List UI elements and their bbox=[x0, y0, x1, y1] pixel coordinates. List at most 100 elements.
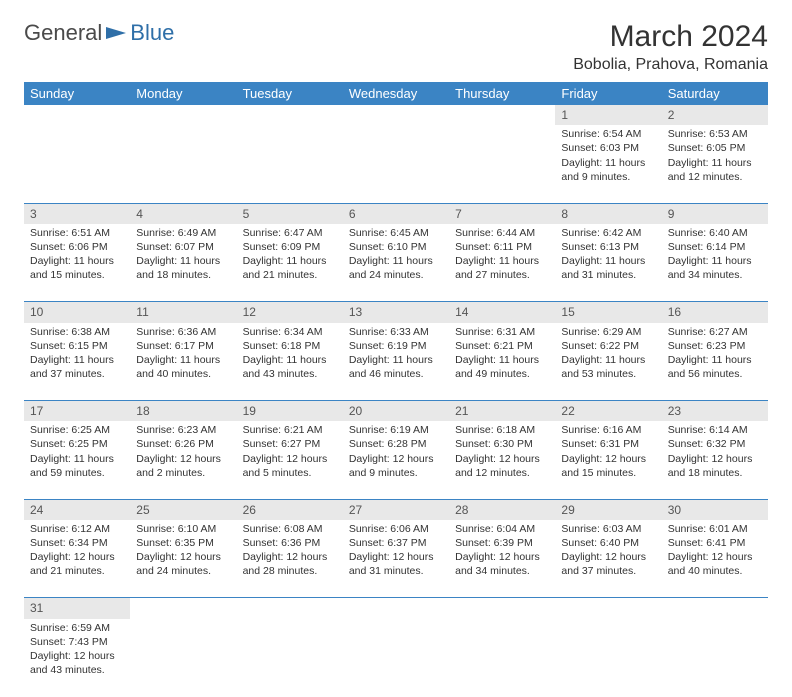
day-cell-content: Sunrise: 6:47 AMSunset: 6:09 PMDaylight:… bbox=[237, 224, 343, 287]
sunrise-text: Sunrise: 6:01 AM bbox=[668, 522, 762, 536]
weekday-row: SundayMondayTuesdayWednesdayThursdayFrid… bbox=[24, 82, 768, 105]
sunset-text: Sunset: 7:43 PM bbox=[30, 635, 124, 649]
flag-icon bbox=[106, 25, 128, 41]
day-cell: Sunrise: 6:04 AMSunset: 6:39 PMDaylight:… bbox=[449, 520, 555, 598]
sunrise-text: Sunrise: 6:34 AM bbox=[243, 325, 337, 339]
day-cell-content: Sunrise: 6:19 AMSunset: 6:28 PMDaylight:… bbox=[343, 421, 449, 484]
day-cell-content: Sunrise: 6:53 AMSunset: 6:05 PMDaylight:… bbox=[662, 125, 768, 188]
daylight-text: Daylight: 12 hours and 21 minutes. bbox=[30, 550, 124, 578]
day-number-cell: 4 bbox=[130, 203, 236, 224]
sunrise-text: Sunrise: 6:33 AM bbox=[349, 325, 443, 339]
day-number-cell: 31 bbox=[24, 598, 130, 619]
sunset-text: Sunset: 6:13 PM bbox=[561, 240, 655, 254]
day-number-cell: 20 bbox=[343, 401, 449, 422]
day-cell: Sunrise: 6:23 AMSunset: 6:26 PMDaylight:… bbox=[130, 421, 236, 499]
day-number-cell: 25 bbox=[130, 499, 236, 520]
day-number-cell: 17 bbox=[24, 401, 130, 422]
sunrise-text: Sunrise: 6:38 AM bbox=[30, 325, 124, 339]
weekday-header: Friday bbox=[555, 82, 661, 105]
day-cell: Sunrise: 6:12 AMSunset: 6:34 PMDaylight:… bbox=[24, 520, 130, 598]
logo-general: General bbox=[24, 20, 102, 46]
sunrise-text: Sunrise: 6:47 AM bbox=[243, 226, 337, 240]
day-number-cell: 1 bbox=[555, 105, 661, 125]
sunrise-text: Sunrise: 6:44 AM bbox=[455, 226, 549, 240]
day-cell: Sunrise: 6:25 AMSunset: 6:25 PMDaylight:… bbox=[24, 421, 130, 499]
day-number-cell bbox=[343, 105, 449, 125]
day-cell bbox=[662, 619, 768, 697]
day-cell: Sunrise: 6:27 AMSunset: 6:23 PMDaylight:… bbox=[662, 323, 768, 401]
day-cell: Sunrise: 6:29 AMSunset: 6:22 PMDaylight:… bbox=[555, 323, 661, 401]
sunset-text: Sunset: 6:05 PM bbox=[668, 141, 762, 155]
day-cell: Sunrise: 6:31 AMSunset: 6:21 PMDaylight:… bbox=[449, 323, 555, 401]
sunrise-text: Sunrise: 6:42 AM bbox=[561, 226, 655, 240]
sunrise-text: Sunrise: 6:27 AM bbox=[668, 325, 762, 339]
sunset-text: Sunset: 6:30 PM bbox=[455, 437, 549, 451]
daylight-text: Daylight: 12 hours and 15 minutes. bbox=[561, 452, 655, 480]
day-number-cell bbox=[343, 598, 449, 619]
day-cell: Sunrise: 6:36 AMSunset: 6:17 PMDaylight:… bbox=[130, 323, 236, 401]
daylight-text: Daylight: 12 hours and 28 minutes. bbox=[243, 550, 337, 578]
day-cell: Sunrise: 6:42 AMSunset: 6:13 PMDaylight:… bbox=[555, 224, 661, 302]
sunrise-text: Sunrise: 6:49 AM bbox=[136, 226, 230, 240]
daylight-text: Daylight: 11 hours and 12 minutes. bbox=[668, 156, 762, 184]
sunset-text: Sunset: 6:41 PM bbox=[668, 536, 762, 550]
daynum-row: 31 bbox=[24, 598, 768, 619]
calendar-table: SundayMondayTuesdayWednesdayThursdayFrid… bbox=[24, 82, 768, 697]
day-cell: Sunrise: 6:51 AMSunset: 6:06 PMDaylight:… bbox=[24, 224, 130, 302]
day-number-cell: 6 bbox=[343, 203, 449, 224]
week-row: Sunrise: 6:12 AMSunset: 6:34 PMDaylight:… bbox=[24, 520, 768, 598]
sunrise-text: Sunrise: 6:51 AM bbox=[30, 226, 124, 240]
day-cell: Sunrise: 6:01 AMSunset: 6:41 PMDaylight:… bbox=[662, 520, 768, 598]
day-cell-content: Sunrise: 6:06 AMSunset: 6:37 PMDaylight:… bbox=[343, 520, 449, 583]
day-cell: Sunrise: 6:49 AMSunset: 6:07 PMDaylight:… bbox=[130, 224, 236, 302]
calendar-head: SundayMondayTuesdayWednesdayThursdayFrid… bbox=[24, 82, 768, 105]
day-cell: Sunrise: 6:08 AMSunset: 6:36 PMDaylight:… bbox=[237, 520, 343, 598]
day-number-cell bbox=[449, 598, 555, 619]
daylight-text: Daylight: 12 hours and 24 minutes. bbox=[136, 550, 230, 578]
day-cell: Sunrise: 6:47 AMSunset: 6:09 PMDaylight:… bbox=[237, 224, 343, 302]
week-row: Sunrise: 6:51 AMSunset: 6:06 PMDaylight:… bbox=[24, 224, 768, 302]
week-row: Sunrise: 6:38 AMSunset: 6:15 PMDaylight:… bbox=[24, 323, 768, 401]
day-number-cell: 5 bbox=[237, 203, 343, 224]
weekday-header: Wednesday bbox=[343, 82, 449, 105]
daynum-row: 3456789 bbox=[24, 203, 768, 224]
day-number-cell: 29 bbox=[555, 499, 661, 520]
sunset-text: Sunset: 6:34 PM bbox=[30, 536, 124, 550]
day-cell-content: Sunrise: 6:54 AMSunset: 6:03 PMDaylight:… bbox=[555, 125, 661, 188]
day-cell bbox=[237, 619, 343, 697]
daylight-text: Daylight: 11 hours and 37 minutes. bbox=[30, 353, 124, 381]
sunset-text: Sunset: 6:36 PM bbox=[243, 536, 337, 550]
daylight-text: Daylight: 11 hours and 46 minutes. bbox=[349, 353, 443, 381]
sunset-text: Sunset: 6:26 PM bbox=[136, 437, 230, 451]
daynum-row: 17181920212223 bbox=[24, 401, 768, 422]
sunrise-text: Sunrise: 6:21 AM bbox=[243, 423, 337, 437]
day-cell: Sunrise: 6:21 AMSunset: 6:27 PMDaylight:… bbox=[237, 421, 343, 499]
sunrise-text: Sunrise: 6:08 AM bbox=[243, 522, 337, 536]
sunrise-text: Sunrise: 6:29 AM bbox=[561, 325, 655, 339]
weekday-header: Saturday bbox=[662, 82, 768, 105]
day-number-cell: 24 bbox=[24, 499, 130, 520]
day-cell-content: Sunrise: 6:45 AMSunset: 6:10 PMDaylight:… bbox=[343, 224, 449, 287]
day-cell: Sunrise: 6:16 AMSunset: 6:31 PMDaylight:… bbox=[555, 421, 661, 499]
daylight-text: Daylight: 11 hours and 59 minutes. bbox=[30, 452, 124, 480]
day-cell: Sunrise: 6:10 AMSunset: 6:35 PMDaylight:… bbox=[130, 520, 236, 598]
day-number-cell bbox=[237, 598, 343, 619]
sunset-text: Sunset: 6:23 PM bbox=[668, 339, 762, 353]
day-number-cell: 12 bbox=[237, 302, 343, 323]
day-number-cell: 18 bbox=[130, 401, 236, 422]
daylight-text: Daylight: 11 hours and 43 minutes. bbox=[243, 353, 337, 381]
sunset-text: Sunset: 6:03 PM bbox=[561, 141, 655, 155]
day-cell-content: Sunrise: 6:27 AMSunset: 6:23 PMDaylight:… bbox=[662, 323, 768, 386]
week-row: Sunrise: 6:25 AMSunset: 6:25 PMDaylight:… bbox=[24, 421, 768, 499]
day-number-cell: 9 bbox=[662, 203, 768, 224]
day-number-cell: 30 bbox=[662, 499, 768, 520]
sunset-text: Sunset: 6:18 PM bbox=[243, 339, 337, 353]
sunset-text: Sunset: 6:25 PM bbox=[30, 437, 124, 451]
day-number-cell: 27 bbox=[343, 499, 449, 520]
sunrise-text: Sunrise: 6:59 AM bbox=[30, 621, 124, 635]
day-number-cell bbox=[662, 598, 768, 619]
daylight-text: Daylight: 12 hours and 40 minutes. bbox=[668, 550, 762, 578]
day-cell: Sunrise: 6:38 AMSunset: 6:15 PMDaylight:… bbox=[24, 323, 130, 401]
daynum-row: 12 bbox=[24, 105, 768, 125]
day-cell: Sunrise: 6:45 AMSunset: 6:10 PMDaylight:… bbox=[343, 224, 449, 302]
